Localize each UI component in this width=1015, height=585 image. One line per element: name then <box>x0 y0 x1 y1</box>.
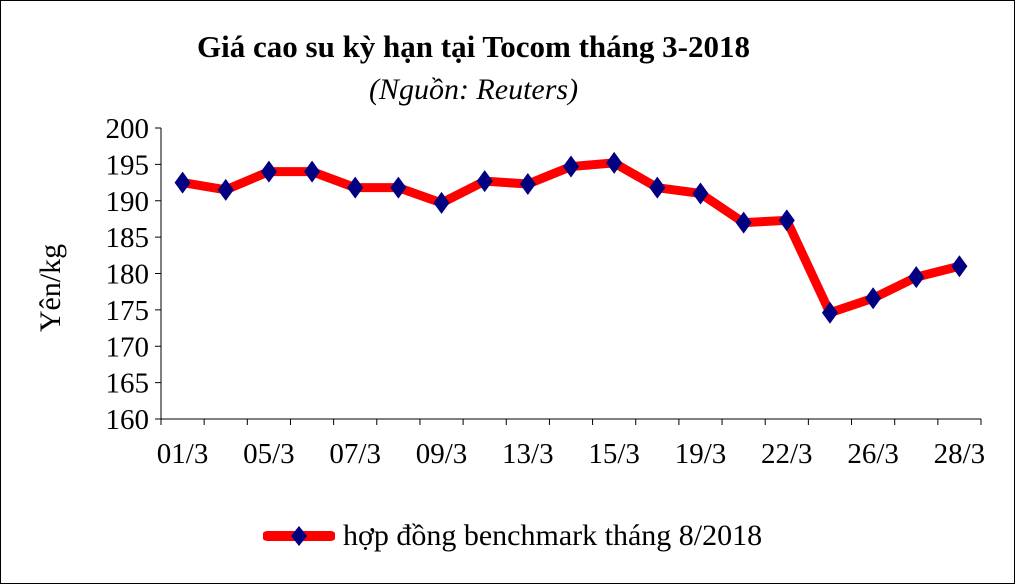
data-point <box>778 209 795 232</box>
x-tick-label: 05/3 <box>243 438 295 470</box>
data-point <box>606 151 623 174</box>
chart-subtitle: (Nguồn: Reuters) <box>368 73 579 106</box>
y-tick-label: 170 <box>106 331 150 363</box>
x-tick-label: 13/3 <box>502 438 554 470</box>
x-tick-label: 15/3 <box>588 438 640 470</box>
data-point <box>217 178 234 201</box>
y-tick-label: 190 <box>106 186 150 218</box>
data-point <box>304 160 321 183</box>
x-tick-label: 01/3 <box>157 438 209 470</box>
y-tick-label: 175 <box>106 295 150 327</box>
data-point <box>908 266 925 289</box>
data-point <box>735 211 752 234</box>
x-tick-label: 28/3 <box>934 438 986 470</box>
data-point <box>865 287 882 310</box>
data-point <box>951 255 968 278</box>
y-tick-label: 195 <box>106 149 150 181</box>
x-tick-label: 09/3 <box>416 438 468 470</box>
data-point <box>347 176 364 199</box>
x-tick-label: 22/3 <box>761 438 813 470</box>
data-point <box>692 182 709 205</box>
y-tick-label: 180 <box>106 259 150 291</box>
data-point <box>174 171 191 194</box>
data-point <box>563 155 579 178</box>
series-line <box>181 158 961 318</box>
data-point <box>821 301 838 324</box>
data-point <box>519 173 536 196</box>
y-tick-label: 200 <box>106 113 150 145</box>
legend: hợp đồng benchmark tháng 8/2018 <box>263 519 762 553</box>
data-point <box>649 176 666 199</box>
y-tick-label: 165 <box>106 368 150 400</box>
data-point <box>433 191 450 214</box>
legend-label: hợp đồng benchmark tháng 8/2018 <box>343 519 763 552</box>
legend-swatch <box>263 526 335 546</box>
data-point <box>476 170 493 193</box>
chart-title: Giá cao su kỳ hạn tại Tocom tháng 3-2018 <box>197 29 750 64</box>
y-tick-label: 185 <box>106 222 150 254</box>
x-tick-label: 26/3 <box>847 438 899 470</box>
x-tick-label: 19/3 <box>675 438 727 470</box>
x-tick-label: 07/3 <box>329 438 381 470</box>
y-tick-label: 160 <box>106 404 150 436</box>
data-point <box>260 160 277 183</box>
data-point <box>390 176 407 199</box>
